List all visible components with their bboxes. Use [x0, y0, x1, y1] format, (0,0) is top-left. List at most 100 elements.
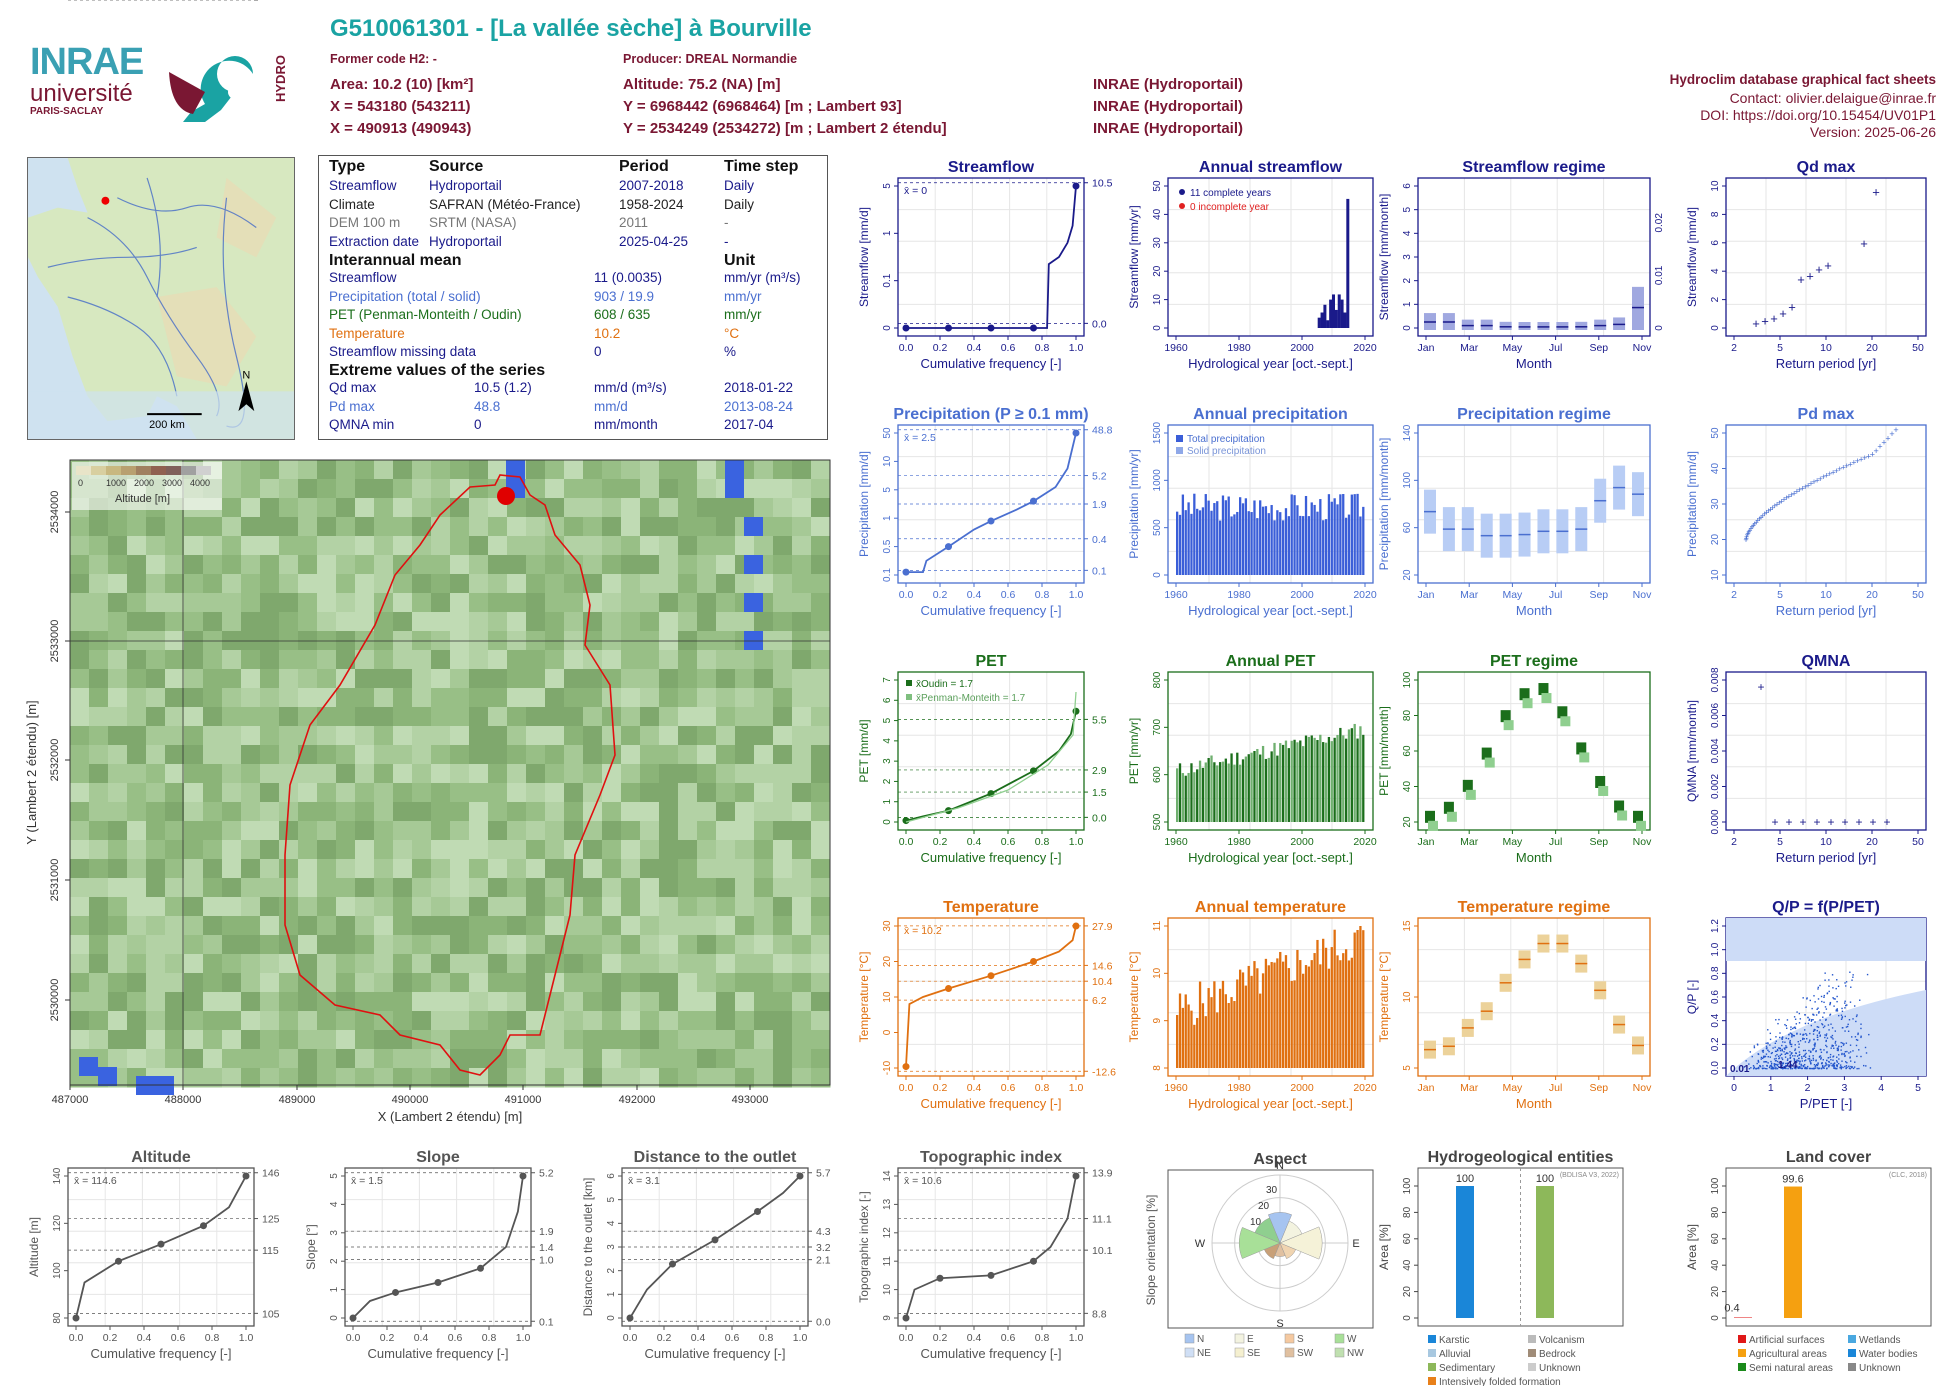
qmna-point: +	[1883, 815, 1890, 829]
minimap-scale-label: 200 km	[149, 419, 185, 431]
qp-point	[1781, 1044, 1783, 1047]
qp-point	[1779, 1047, 1781, 1049]
qp-point	[1793, 1034, 1795, 1037]
chart-y-label: Precipitation [mm/d]	[1685, 451, 1699, 557]
annual-pet-bar	[1218, 762, 1222, 822]
qp-point	[1836, 1047, 1839, 1050]
qp-point	[1844, 1054, 1846, 1057]
qp-point	[1848, 1065, 1850, 1068]
qp-point	[1853, 1005, 1856, 1007]
chart-x-tick: 2000	[1290, 589, 1314, 601]
info-header: Time step	[724, 158, 799, 175]
qp-point	[1838, 1054, 1840, 1056]
qp-point	[1785, 1062, 1787, 1065]
legend-marker	[1428, 1363, 1436, 1371]
mean-label: x̄ = 114.6	[74, 1175, 117, 1187]
qp-point	[1816, 1036, 1819, 1039]
regime-box-pm	[1428, 820, 1438, 831]
aspect-sector	[1239, 1227, 1281, 1259]
annual-pet-bar	[1302, 746, 1305, 822]
chart-title: Annual precipitation	[1193, 406, 1348, 423]
qp-point	[1787, 1062, 1789, 1065]
qp-point	[1796, 1055, 1799, 1057]
qp-point	[1810, 1019, 1813, 1021]
chart-x-tick: 0.6	[1001, 1332, 1016, 1344]
chart-y-tick: 0	[606, 1315, 617, 1321]
qp-point	[1840, 1066, 1842, 1068]
qp-point	[1840, 1045, 1843, 1048]
qp-point	[1857, 1032, 1859, 1034]
chart-x-tick: Mar	[1460, 836, 1479, 848]
annual-precipitation-bar	[1342, 494, 1345, 575]
annual-temperature-bar	[1353, 932, 1356, 1068]
qp-point	[1856, 1039, 1859, 1041]
legend-entry: N	[1197, 1334, 1204, 1345]
chart-y-label: Area [%]	[1685, 1224, 1699, 1270]
qp-point	[1825, 1044, 1827, 1047]
qp-point	[1805, 1067, 1807, 1070]
qp-point	[1802, 1065, 1805, 1067]
annual-temperature-bar	[1350, 957, 1353, 1068]
qp-point	[1786, 1059, 1789, 1062]
map-x-tick: 493000	[732, 1094, 769, 1106]
qp-point	[1799, 1067, 1801, 1069]
qp-point	[1851, 1066, 1853, 1068]
annual-pet-bar	[1347, 729, 1351, 822]
qp-point	[1821, 1024, 1824, 1026]
info-period: 2025-04-25	[619, 233, 689, 249]
qp-point	[1816, 1026, 1819, 1028]
chart-y-tick: 1	[329, 1286, 340, 1292]
qp-point	[1785, 1067, 1787, 1070]
qp-point	[1785, 1025, 1787, 1027]
chart-y-tick: 11	[1152, 920, 1163, 931]
qp-point	[1844, 1000, 1846, 1002]
extreme-label: Pd max	[329, 398, 375, 414]
qp-point	[1813, 995, 1815, 997]
annual-pet-bar	[1227, 763, 1230, 822]
aspect-sector	[1279, 1242, 1297, 1260]
chart-x-tick: 1	[1768, 1082, 1774, 1094]
quantile-point	[902, 817, 910, 825]
quantile-point	[1030, 958, 1037, 965]
chart-x-tick: 0.0	[899, 589, 914, 601]
chart-y-tick: 140	[52, 1167, 63, 1184]
qp-point	[1835, 1064, 1838, 1067]
qp-point	[1743, 1066, 1746, 1068]
annual-pet-bar	[1281, 744, 1285, 822]
qp-point	[1846, 1025, 1849, 1028]
qp-point	[1846, 1062, 1848, 1064]
qp-point	[1798, 1022, 1801, 1024]
chart-title: Altitude	[131, 1149, 191, 1166]
qp-point	[1757, 1060, 1760, 1062]
qp-point	[1818, 1011, 1820, 1013]
chart-y-tick: 4	[882, 738, 893, 744]
legend-entry: 11 complete years	[1190, 188, 1271, 199]
qp-point	[1800, 1063, 1802, 1066]
annual-precipitation-bar	[1276, 510, 1279, 575]
qp-point	[1808, 1067, 1811, 1070]
qdmax-point: +	[1806, 268, 1814, 283]
chart-x-tick: 10	[1820, 589, 1832, 601]
annual-pet-bar	[1204, 762, 1207, 822]
annual-pet-bar	[1213, 762, 1216, 822]
qp-point	[1831, 1064, 1833, 1067]
qp-point	[1822, 1026, 1825, 1029]
annual-precipitation-bar	[1319, 499, 1322, 575]
qp-point	[1789, 1056, 1792, 1059]
qp-point	[1774, 1063, 1776, 1066]
qp-point	[1826, 1045, 1828, 1048]
pdmax-point: +	[1752, 519, 1757, 529]
annual-pet-bar	[1276, 755, 1279, 822]
legend-marker	[1848, 1363, 1856, 1371]
map-frame	[69, 459, 831, 1086]
chart-temperature: Temperature Cumulative frequency [-] Tempe…	[857, 899, 1116, 1111]
regime-box	[1556, 322, 1569, 330]
info-source: SRTM (NASA)	[429, 215, 517, 230]
qp-point	[1840, 1041, 1842, 1044]
chart-right-tick: 10.1	[1092, 1245, 1113, 1257]
catchment-boundary	[284, 474, 616, 1076]
chart-y-tick: 6	[606, 1173, 617, 1179]
chart-x-tick: 0.8	[1035, 589, 1050, 601]
qp-point	[1800, 1067, 1802, 1069]
chart-x-tick: 5	[1915, 1082, 1921, 1094]
